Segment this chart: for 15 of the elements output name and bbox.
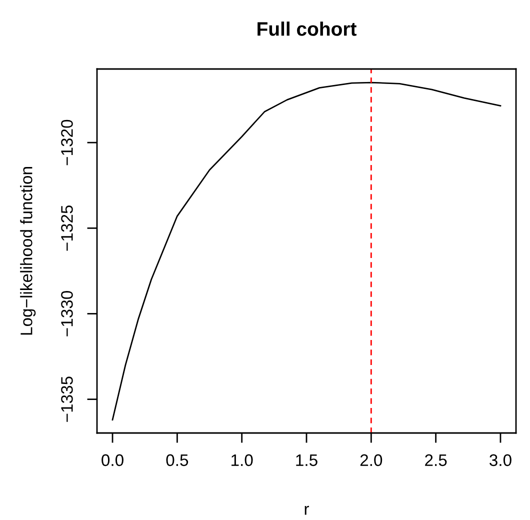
y-tick-label: −1325 bbox=[61, 205, 73, 251]
x-tick-label: 3.0 bbox=[490, 454, 512, 466]
x-tick-label: 2.0 bbox=[360, 454, 382, 466]
y-tick-label: −1330 bbox=[61, 290, 73, 336]
x-tick-label: 0.0 bbox=[102, 454, 124, 466]
x-axis-title: r bbox=[304, 506, 309, 515]
x-tick-label: 2.5 bbox=[425, 454, 447, 466]
x-tick-label: 1.0 bbox=[232, 454, 253, 466]
y-tick-label: −1335 bbox=[61, 376, 73, 422]
x-tick-label: 1.5 bbox=[296, 454, 318, 466]
y-tick-label: −1320 bbox=[61, 120, 73, 166]
y-axis-title: Log−likelihood function bbox=[20, 167, 36, 335]
x-tick-label: 0.5 bbox=[166, 454, 188, 466]
line-series bbox=[112, 82, 502, 421]
chart-title: Full cohort bbox=[258, 22, 356, 36]
